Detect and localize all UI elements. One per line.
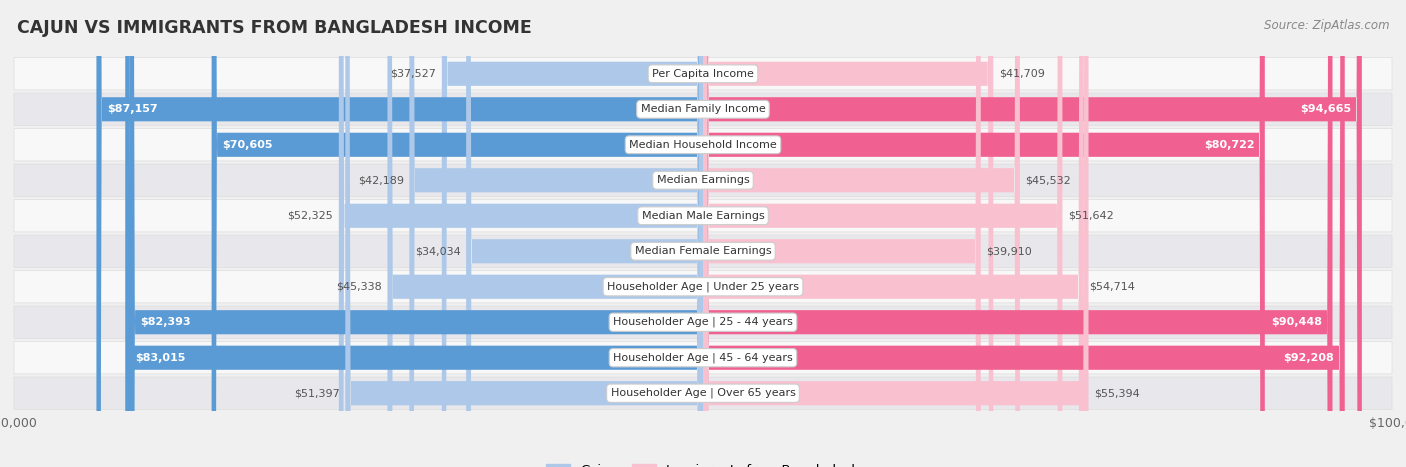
FancyBboxPatch shape xyxy=(346,0,703,467)
Text: $45,338: $45,338 xyxy=(336,282,382,292)
Text: Householder Age | Under 25 years: Householder Age | Under 25 years xyxy=(607,282,799,292)
FancyBboxPatch shape xyxy=(97,0,703,467)
FancyBboxPatch shape xyxy=(14,235,1392,268)
FancyBboxPatch shape xyxy=(703,0,1344,467)
Text: Householder Age | 25 - 44 years: Householder Age | 25 - 44 years xyxy=(613,317,793,327)
FancyBboxPatch shape xyxy=(409,0,703,467)
Text: $90,448: $90,448 xyxy=(1271,317,1322,327)
FancyBboxPatch shape xyxy=(14,93,1392,126)
FancyBboxPatch shape xyxy=(388,0,703,467)
FancyBboxPatch shape xyxy=(14,199,1392,232)
FancyBboxPatch shape xyxy=(14,57,1392,90)
Text: $80,722: $80,722 xyxy=(1204,140,1254,150)
Text: $54,714: $54,714 xyxy=(1090,282,1135,292)
Legend: Cajun, Immigrants from Bangladesh: Cajun, Immigrants from Bangladesh xyxy=(541,459,865,467)
Text: $92,208: $92,208 xyxy=(1284,353,1334,363)
FancyBboxPatch shape xyxy=(703,0,981,467)
FancyBboxPatch shape xyxy=(703,0,1362,467)
FancyBboxPatch shape xyxy=(467,0,703,467)
Text: $94,665: $94,665 xyxy=(1301,104,1351,114)
Text: $45,532: $45,532 xyxy=(1025,175,1071,185)
Text: Per Capita Income: Per Capita Income xyxy=(652,69,754,79)
FancyBboxPatch shape xyxy=(703,0,1333,467)
FancyBboxPatch shape xyxy=(14,128,1392,161)
FancyBboxPatch shape xyxy=(129,0,703,467)
Text: $87,157: $87,157 xyxy=(107,104,157,114)
FancyBboxPatch shape xyxy=(212,0,703,467)
FancyBboxPatch shape xyxy=(14,341,1392,374)
Text: $55,394: $55,394 xyxy=(1094,388,1140,398)
Text: Median Earnings: Median Earnings xyxy=(657,175,749,185)
FancyBboxPatch shape xyxy=(14,377,1392,410)
FancyBboxPatch shape xyxy=(703,0,993,467)
Text: Median Family Income: Median Family Income xyxy=(641,104,765,114)
Text: $42,189: $42,189 xyxy=(357,175,404,185)
FancyBboxPatch shape xyxy=(703,0,1084,467)
Text: $51,397: $51,397 xyxy=(294,388,340,398)
FancyBboxPatch shape xyxy=(125,0,703,467)
Text: $82,393: $82,393 xyxy=(141,317,191,327)
FancyBboxPatch shape xyxy=(14,164,1392,197)
Text: $52,325: $52,325 xyxy=(287,211,333,221)
Text: $70,605: $70,605 xyxy=(222,140,273,150)
Text: $37,527: $37,527 xyxy=(391,69,436,79)
FancyBboxPatch shape xyxy=(703,0,1088,467)
FancyBboxPatch shape xyxy=(703,0,1265,467)
FancyBboxPatch shape xyxy=(703,0,1063,467)
Text: $34,034: $34,034 xyxy=(415,246,461,256)
FancyBboxPatch shape xyxy=(339,0,703,467)
FancyBboxPatch shape xyxy=(14,270,1392,303)
FancyBboxPatch shape xyxy=(14,306,1392,339)
Text: Median Household Income: Median Household Income xyxy=(628,140,778,150)
Text: $83,015: $83,015 xyxy=(136,353,186,363)
Text: $39,910: $39,910 xyxy=(987,246,1032,256)
FancyBboxPatch shape xyxy=(703,0,1019,467)
Text: Source: ZipAtlas.com: Source: ZipAtlas.com xyxy=(1264,19,1389,32)
Text: Householder Age | Over 65 years: Householder Age | Over 65 years xyxy=(610,388,796,398)
Text: Median Female Earnings: Median Female Earnings xyxy=(634,246,772,256)
FancyBboxPatch shape xyxy=(441,0,703,467)
Text: $41,709: $41,709 xyxy=(998,69,1045,79)
Text: $51,642: $51,642 xyxy=(1069,211,1114,221)
Text: Median Male Earnings: Median Male Earnings xyxy=(641,211,765,221)
Text: CAJUN VS IMMIGRANTS FROM BANGLADESH INCOME: CAJUN VS IMMIGRANTS FROM BANGLADESH INCO… xyxy=(17,19,531,37)
Text: Householder Age | 45 - 64 years: Householder Age | 45 - 64 years xyxy=(613,353,793,363)
